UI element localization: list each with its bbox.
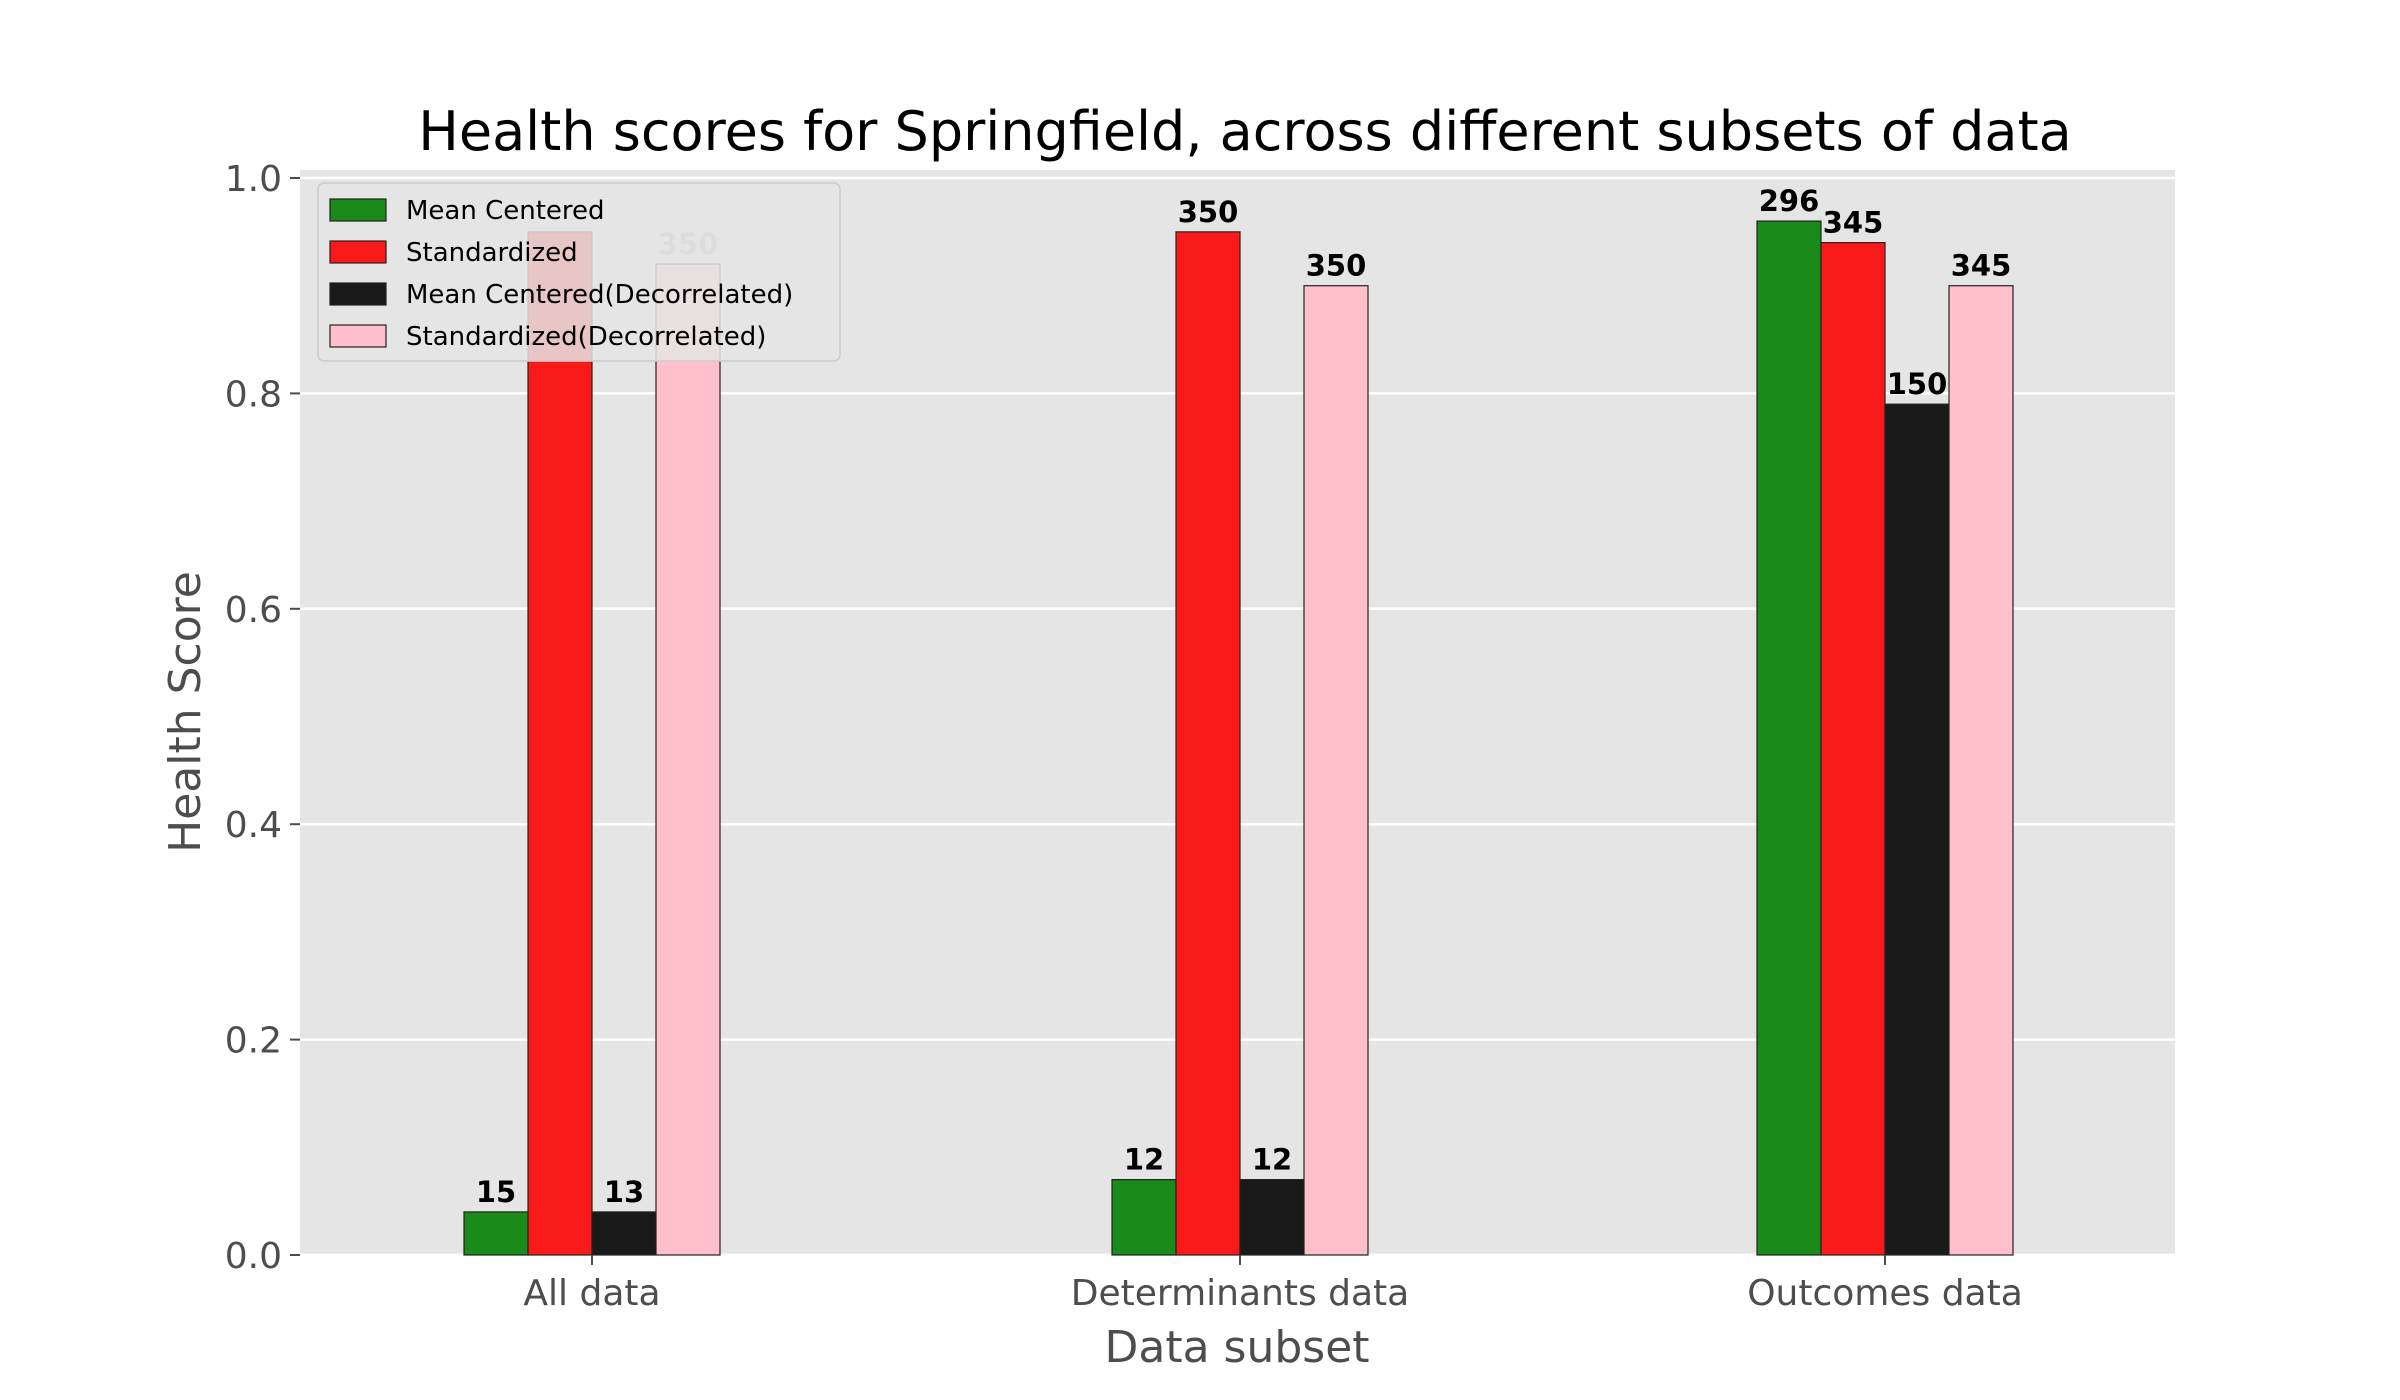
legend: Mean Centered Standardized Mean Centered(D… — [317, 182, 841, 362]
bar-mean-centered-decorrelated--2 — [1884, 403, 1950, 1256]
bars — [463, 220, 2014, 1256]
chart-title: Health scores for Springfield, across di… — [418, 100, 2072, 163]
bar-value-label: 296 — [1759, 184, 1820, 218]
y-axis-ticks: 0.0 0.2 0.4 0.6 0.8 1.0 — [225, 159, 300, 1277]
x-axis-label: Data subset — [1104, 1322, 1369, 1373]
legend-swatch — [329, 282, 387, 306]
x-tick-label: Outcomes data — [1747, 1273, 2023, 1314]
x-tick-label: All data — [523, 1273, 660, 1314]
bar-standardized-1 — [1175, 231, 1241, 1256]
bar-standardized-decorrelated--1 — [1303, 285, 1369, 1256]
bar-standardized-decorrelated--0 — [655, 263, 721, 1256]
legend-box — [317, 182, 841, 362]
bar-value-label: 13 — [604, 1175, 644, 1209]
x-tick-label: Determinants data — [1071, 1273, 1409, 1314]
bar-value-label: 12 — [1124, 1143, 1164, 1177]
bar-standardized-2 — [1820, 242, 1886, 1256]
legend-entry: Standardized(Decorrelated) — [406, 322, 766, 352]
bar-mean-centered-decorrelated--1 — [1239, 1179, 1305, 1256]
bar-standardized-decorrelated--2 — [1948, 285, 2014, 1256]
legend-entry: Standardized — [406, 238, 578, 268]
bar-labels: 15122963503451312150350350345 — [476, 184, 2011, 1209]
bar-value-label: 345 — [1823, 206, 1884, 240]
y-tick-label: 0.2 — [225, 1021, 282, 1062]
bar-standardized-0 — [527, 231, 593, 1256]
bar-value-label: 350 — [1178, 195, 1239, 229]
x-axis-ticks: All data Determinants data Outcomes data — [523, 1255, 2023, 1314]
y-tick-label: 1.0 — [225, 159, 282, 200]
bar-mean-centered-decorrelated--0 — [591, 1211, 657, 1256]
y-tick-label: 0.6 — [225, 590, 282, 631]
legend-entry: Mean Centered(Decorrelated) — [406, 280, 793, 310]
bar-mean-centered-1 — [1111, 1179, 1177, 1256]
bar-value-label: 15 — [476, 1175, 516, 1209]
bar-value-label: 345 — [1951, 249, 2012, 283]
y-tick-label: 0.4 — [225, 805, 282, 846]
legend-swatch — [329, 324, 387, 348]
bar-value-label: 150 — [1887, 367, 1948, 401]
bar-mean-centered-2 — [1756, 220, 1822, 1256]
bar-value-label: 350 — [1306, 249, 1367, 283]
y-axis-label: Health Score — [160, 571, 211, 853]
legend-entry: Mean Centered — [406, 196, 605, 226]
y-tick-label: 0.0 — [225, 1236, 282, 1277]
legend-swatch — [329, 198, 387, 222]
legend-swatch — [329, 240, 387, 264]
bar-value-label: 12 — [1252, 1143, 1292, 1177]
y-tick-label: 0.8 — [225, 374, 282, 415]
bar-mean-centered-0 — [463, 1211, 529, 1256]
